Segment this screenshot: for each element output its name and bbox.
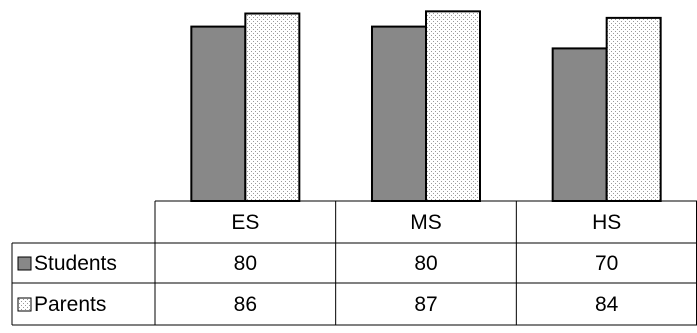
series-label: Parents bbox=[34, 293, 106, 316]
data-value: 80 bbox=[414, 252, 437, 275]
data-value: 80 bbox=[234, 252, 257, 275]
category-label: HS bbox=[592, 211, 621, 234]
category-label: ES bbox=[231, 211, 259, 234]
bar-students-ms bbox=[371, 25, 427, 202]
legend-key-students bbox=[17, 256, 32, 271]
bar-students-es bbox=[190, 25, 247, 202]
data-value: 84 bbox=[595, 293, 619, 316]
bar-parents-ms bbox=[425, 10, 481, 203]
bar-students-hs bbox=[551, 47, 608, 203]
series-label: Students bbox=[34, 252, 117, 275]
plot-area bbox=[190, 10, 662, 203]
legend-key-parents bbox=[17, 297, 32, 312]
data-value: 87 bbox=[414, 293, 437, 316]
bar-parents-hs bbox=[605, 16, 662, 202]
bar-parents-es bbox=[244, 12, 301, 202]
data-table: ES MS HS Students 80 80 70 Parents 86 87 84 bbox=[11, 200, 697, 326]
category-label: MS bbox=[410, 211, 442, 234]
data-value: 70 bbox=[595, 252, 618, 275]
data-value: 86 bbox=[234, 293, 257, 316]
